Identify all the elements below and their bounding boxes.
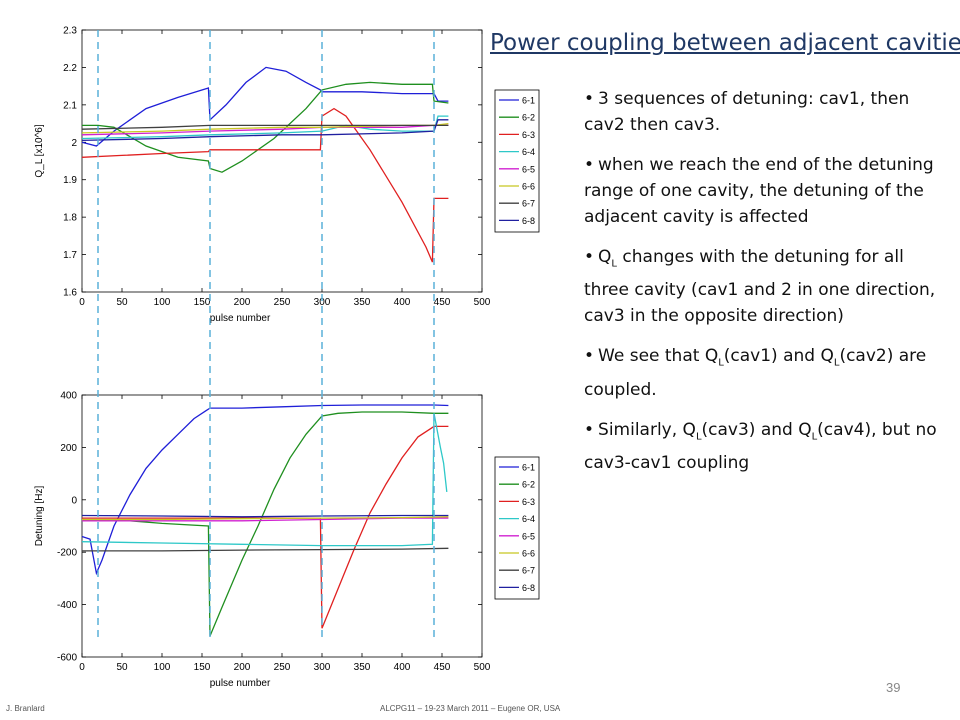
x-tick-label: 400 <box>394 297 411 308</box>
bullet-5-c: (cav4), but no cav3-cav1 coupling <box>584 419 937 474</box>
legend-label-6-3: 6-3 <box>522 497 535 507</box>
bullet-5-b: (cav3) and Q <box>701 419 812 440</box>
legend-label-6-7: 6-7 <box>522 199 535 209</box>
bullet-2: • when we reach the end of the detuning r… <box>584 155 934 227</box>
x-tick-label: 300 <box>314 662 331 673</box>
y-tick-label: 1.6 <box>63 288 77 299</box>
y-tick-label: 1.8 <box>63 213 77 224</box>
plot-frame-1 <box>81 394 483 658</box>
x-axis-label: pulse number <box>210 313 271 324</box>
bullet-3-sub: L <box>611 258 617 270</box>
bullet-4-a: We see that Q <box>598 346 719 367</box>
y-tick-label: 1.7 <box>63 250 77 261</box>
bullet-1: • 3 sequences of detuning: cav1, then cav… <box>584 89 910 135</box>
legend-label-6-4: 6-4 <box>522 147 535 157</box>
series-line-6-2 <box>82 411 449 637</box>
legend-label-6-2: 6-2 <box>522 113 535 123</box>
page-number: 39 <box>886 680 901 695</box>
bullet-5: • Similarly, QL(cav3) and QL(cav4), but n… <box>584 419 937 474</box>
bullet-3-pre: Q <box>598 247 612 267</box>
plot-frame-0 <box>81 29 483 293</box>
y-tick-label: 2.3 <box>63 26 77 37</box>
bullet-3: • QL changes with the detuning for all th… <box>584 247 936 327</box>
series-line-6-4 <box>81 413 448 547</box>
bullet-5-a: Similarly, Q <box>598 419 696 440</box>
x-tick-label: 400 <box>394 662 411 673</box>
x-tick-label: 250 <box>274 297 291 308</box>
series-line-6-6 <box>82 516 449 521</box>
slide-title: Power coupling between adjacent cavities <box>490 30 960 56</box>
x-tick-label: 150 <box>194 297 211 308</box>
bullet-list: • 3 sequences of detuning: cav1, then cav… <box>584 86 946 490</box>
x-tick-label: 0 <box>79 662 85 673</box>
series-line-6-7 <box>81 124 449 130</box>
legend-box-0 <box>494 89 540 233</box>
series-line-6-7 <box>82 547 449 552</box>
bullet-5-s2: L <box>811 431 818 443</box>
bullet-1-text: 3 sequences of detuning: cav1, then cav2… <box>584 89 910 135</box>
x-tick-label: 100 <box>154 662 171 673</box>
legend-label-6-6: 6-6 <box>522 182 535 192</box>
bullet-4-s1: L <box>718 357 724 369</box>
legend-label-6-1: 6-1 <box>522 96 535 106</box>
x-tick-label: 300 <box>314 297 331 308</box>
x-tick-label: 250 <box>274 662 291 673</box>
x-tick-label: 450 <box>434 297 451 308</box>
legend-label-6-8: 6-8 <box>522 583 535 593</box>
y-axis-label: Detuning [Hz] <box>34 485 45 546</box>
y-tick-label: 400 <box>60 391 77 402</box>
series-line-6-1 <box>81 404 449 576</box>
bullet-4-s2: L <box>833 357 840 369</box>
legend-label-6-5: 6-5 <box>522 531 535 541</box>
legend-label-6-7: 6-7 <box>522 566 535 576</box>
bullet-4-b: (cav1) and Q <box>723 346 834 367</box>
bullet-4-c: (cav2) are coupled. <box>584 346 927 400</box>
bullet-3-post: changes with the detuning for all three … <box>584 247 936 327</box>
y-tick-label: 1.9 <box>63 175 77 186</box>
series-line-6-8 <box>81 514 449 518</box>
y-tick-label: 200 <box>60 443 77 454</box>
footer-author: J. Branlard <box>6 704 45 713</box>
legend-label-6-5: 6-5 <box>522 164 535 174</box>
y-tick-label: 0 <box>71 495 77 506</box>
y-tick-label: -200 <box>57 548 77 559</box>
x-tick-label: 150 <box>194 662 211 673</box>
bullet-2-text: when we reach the end of the detuning ra… <box>584 155 934 227</box>
x-tick-label: 200 <box>234 662 251 673</box>
bullet-4: • We see that QL(cav1) and QL(cav2) are c… <box>584 346 927 400</box>
x-tick-label: 50 <box>116 662 128 673</box>
x-tick-label: 350 <box>354 297 371 308</box>
legend-label-6-1: 6-1 <box>522 463 535 473</box>
legend-box-1 <box>494 456 540 600</box>
x-tick-label: 350 <box>354 662 371 673</box>
legend-label-6-4: 6-4 <box>522 514 535 524</box>
x-tick-label: 50 <box>116 297 128 308</box>
series-line-6-3 <box>81 107 449 263</box>
series-line-6-8 <box>81 119 449 142</box>
x-tick-label: 500 <box>474 297 491 308</box>
bullet-5-s1: L <box>695 431 702 443</box>
y-tick-label: -600 <box>57 653 77 664</box>
legend-label-6-6: 6-6 <box>522 549 535 559</box>
y-tick-label: 2.1 <box>63 100 77 111</box>
y-axis-label: Q_L [x10^6] <box>34 124 45 177</box>
footer-conference: ALCPG11 – 19-23 March 2011 – Eugene OR, … <box>380 704 561 713</box>
x-tick-label: 100 <box>154 297 171 308</box>
x-tick-label: 200 <box>234 297 251 308</box>
x-tick-label: 450 <box>434 662 451 673</box>
legend-label-6-3: 6-3 <box>522 130 535 140</box>
x-tick-label: 500 <box>474 662 491 673</box>
legend-label-6-2: 6-2 <box>522 480 535 490</box>
legend-label-6-8: 6-8 <box>522 216 535 226</box>
y-tick-label: 2 <box>71 138 77 149</box>
x-axis-label: pulse number <box>210 678 271 689</box>
series-line-6-1 <box>81 66 449 147</box>
y-tick-label: 2.2 <box>63 63 77 74</box>
y-tick-label: -400 <box>57 600 77 611</box>
x-tick-label: 0 <box>79 297 85 308</box>
